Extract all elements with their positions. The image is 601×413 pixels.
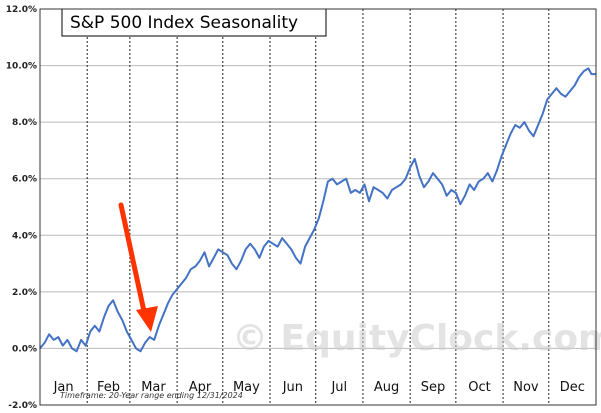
y-tick-label: 0.0% <box>12 344 37 354</box>
watermark: © EquityClock.com <box>232 318 601 359</box>
month-gridlines <box>86 9 550 405</box>
y-tick-label: 12.0% <box>6 5 37 15</box>
x-tick-label: Apr <box>189 380 212 395</box>
series-lines <box>39 67 596 353</box>
y-tick-label: 4.0% <box>12 231 37 241</box>
x-tick-label: Jan <box>53 380 74 395</box>
x-axis-month-labels: Jan Feb Mar Apr May Jun Jul Aug Sep Oct Nov Dec <box>53 380 585 395</box>
y-tick-label: 10.0% <box>6 62 37 72</box>
annotation-arrow <box>118 202 158 332</box>
title-box-frame <box>61 8 327 37</box>
x-tick-label: Sep <box>421 380 446 395</box>
arrow-shaft <box>118 202 148 319</box>
title-box: S&P 500 Index Seasonality <box>61 8 327 37</box>
x-tick-label: Feb <box>97 380 120 395</box>
y-tick-label: 8.0% <box>12 118 37 128</box>
x-tick-label: Aug <box>374 380 399 395</box>
timeframe-footnote: Timeframe: 20-Year range ending 12/31/20… <box>60 391 243 400</box>
x-tick-label: Jul <box>330 380 347 395</box>
x-tick-label: Mar <box>141 380 166 395</box>
x-tick-label: May <box>233 380 260 395</box>
x-tick-label: Oct <box>468 380 490 395</box>
y-axis-tick-labels: -2.0% 0.0% 2.0% 4.0% 6.0% 8.0% 10.0% 12.0% <box>6 5 37 411</box>
arrow-head <box>136 306 158 332</box>
y-tick-label: -2.0% <box>8 401 37 411</box>
x-tick-label: Nov <box>513 380 539 395</box>
x-tick-label: Dec <box>560 380 585 395</box>
y-tick-label: 6.0% <box>12 175 37 185</box>
y-tick-label: 2.0% <box>12 288 37 298</box>
series-line <box>39 67 596 353</box>
chart-title: S&P 500 Index Seasonality <box>70 13 298 33</box>
plot-border <box>39 8 597 406</box>
x-tick-label: Jun <box>282 380 303 395</box>
